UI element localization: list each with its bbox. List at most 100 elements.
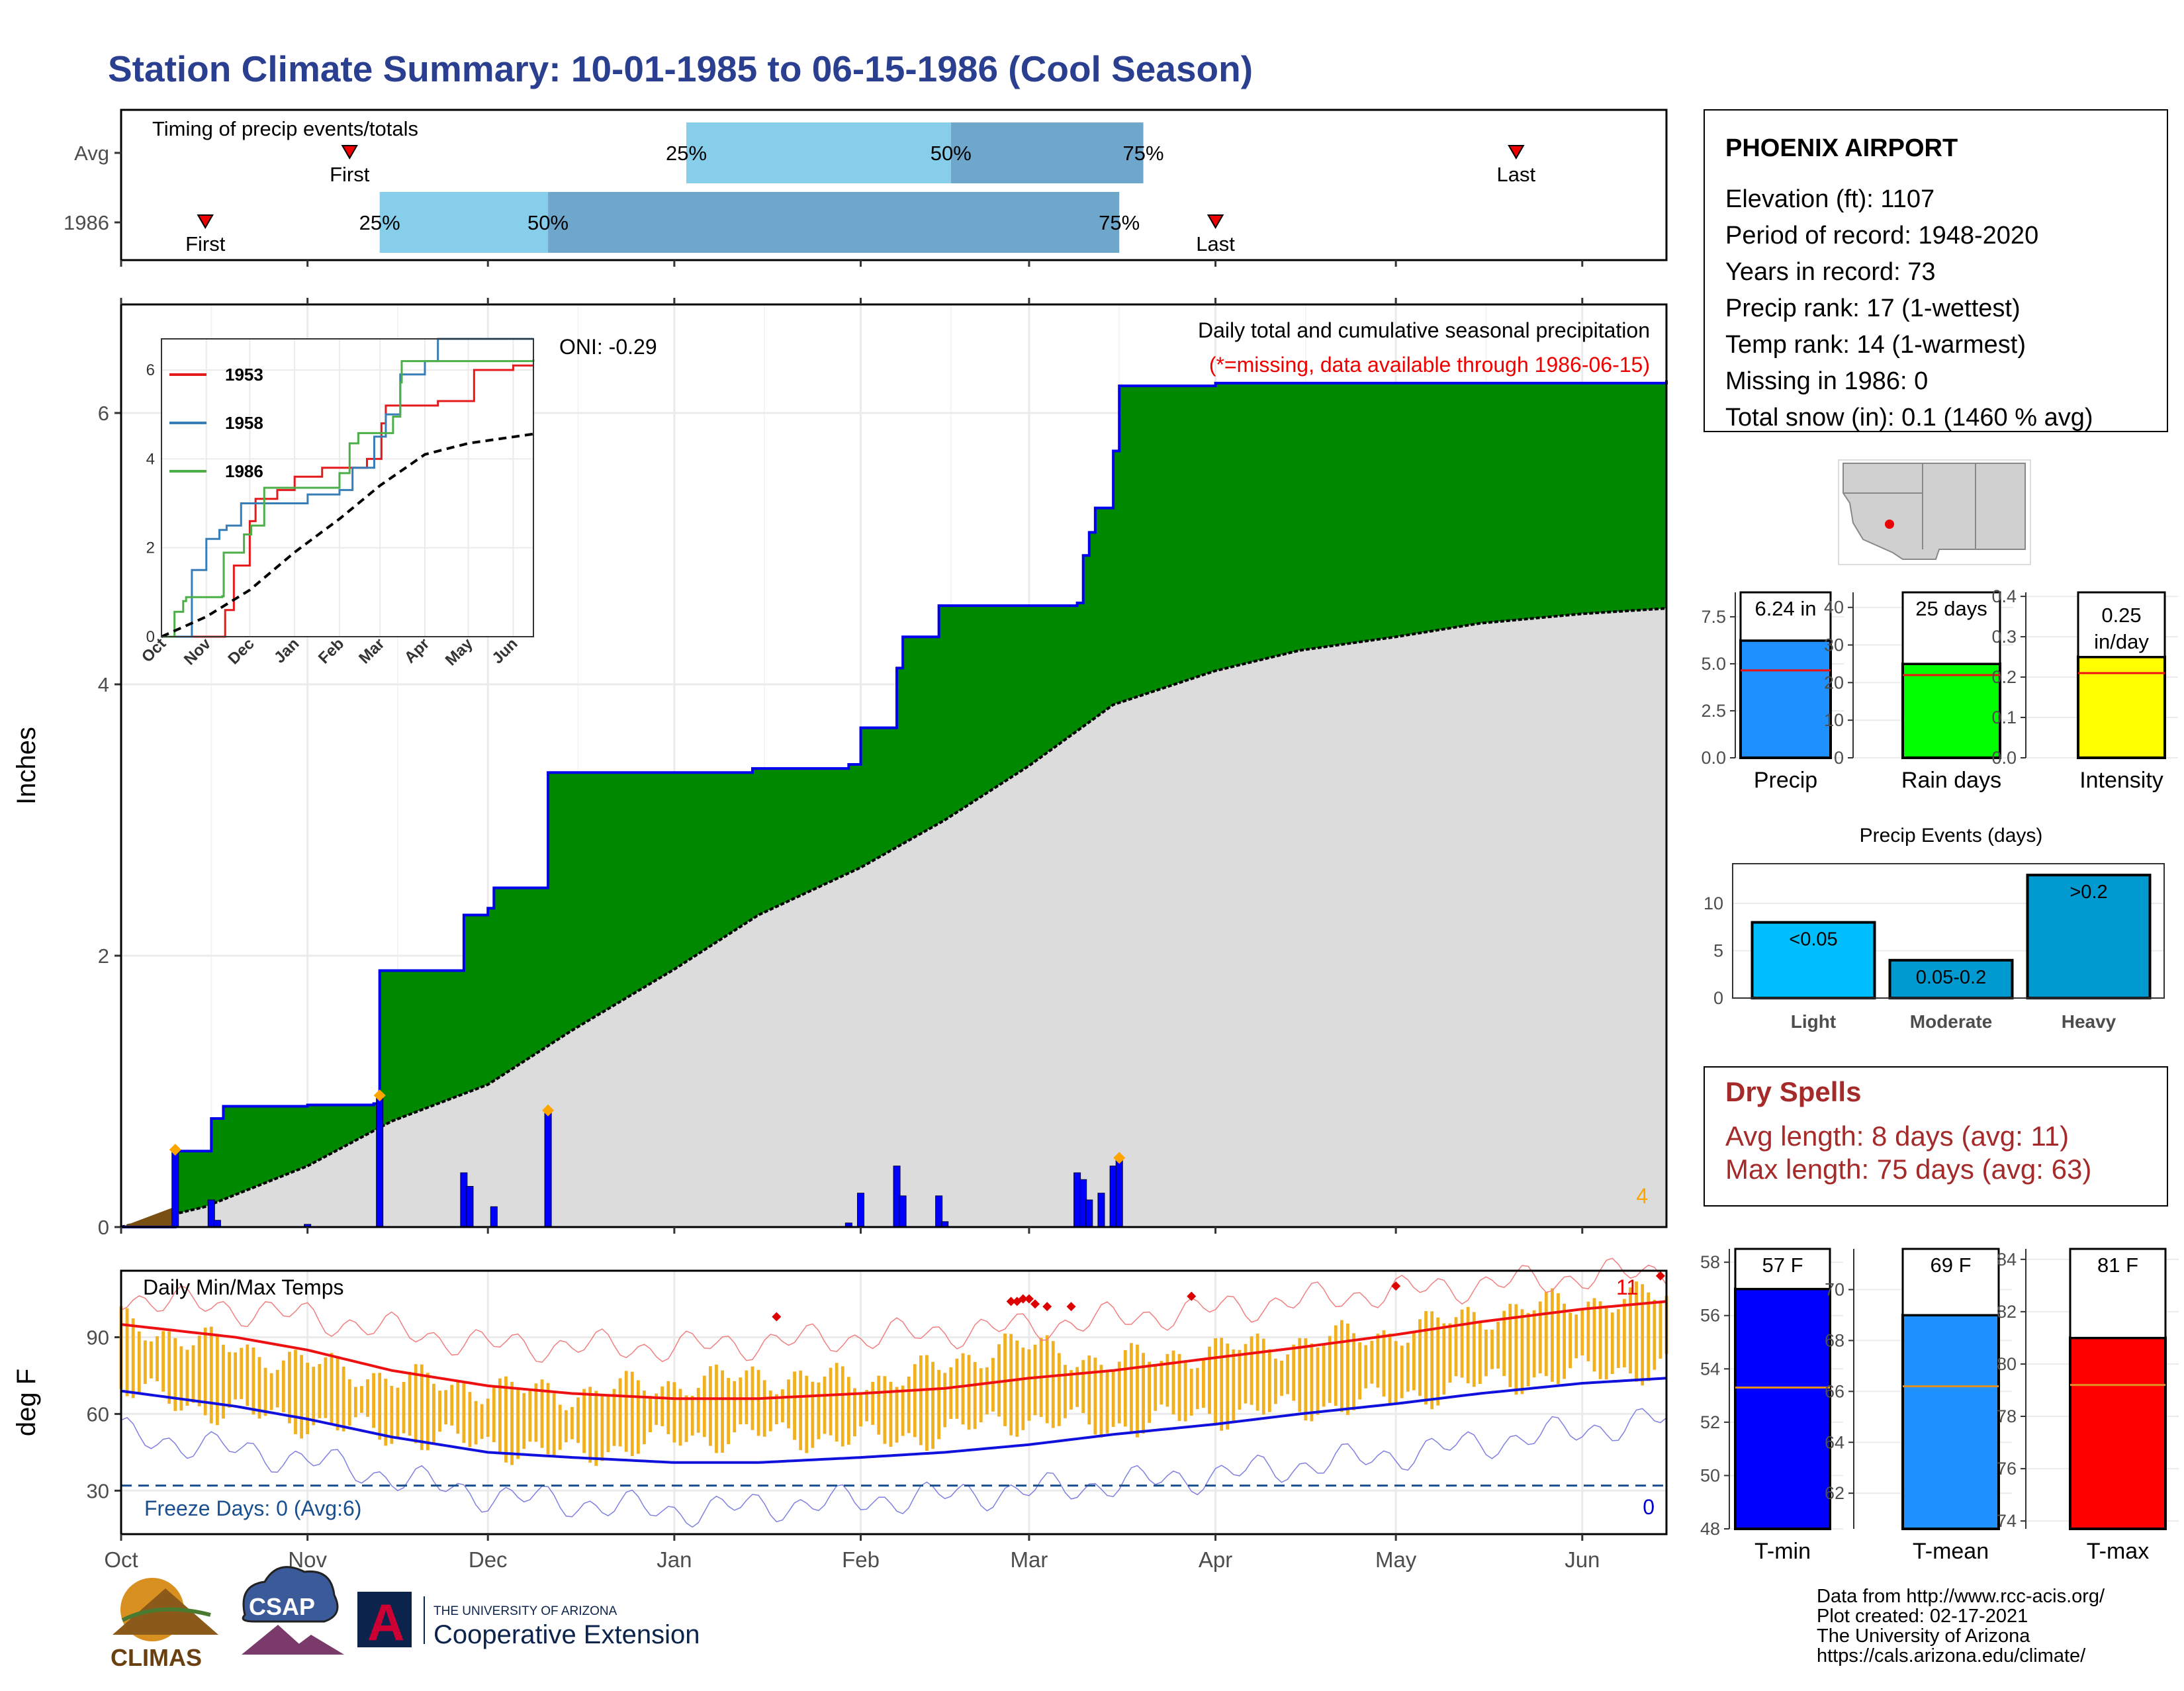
daily-temp-bar (1502, 1310, 1506, 1377)
daily-precip-bar (460, 1172, 468, 1228)
daily-temp-bar (330, 1353, 334, 1424)
precip-frame-border (120, 303, 1668, 1228)
daily-precip-bar (490, 1206, 498, 1228)
daily-temp-bar (263, 1367, 267, 1416)
timing-p25-label: 25% (666, 142, 707, 165)
daily-temp-bar (1508, 1304, 1512, 1387)
daily-temp-bar (1099, 1365, 1103, 1438)
station-line: Total snow (in): 0.1 (1460 % avg) (1725, 404, 2093, 432)
daily-temp-bar (1520, 1309, 1524, 1394)
daily-temp-bar (1388, 1333, 1392, 1404)
record-low-line (120, 1408, 1667, 1528)
daily-precip-bar (1079, 1179, 1087, 1228)
daily-temp-bar (1298, 1338, 1302, 1412)
legend-title: Daily total and cumulative seasonal prec… (1198, 318, 1650, 342)
daily-temp-bar (228, 1351, 231, 1408)
temp-max-tick-label: 84 (1997, 1250, 2017, 1269)
precip-tick-label: 0.0 (1701, 748, 1726, 768)
rain-days-label: Rain days (1901, 768, 2001, 793)
timing-panel: Timing of precip events/totals Avg 25% 50%… (64, 109, 1668, 261)
temp-min-label-box (1734, 1248, 1831, 1290)
daily-temp-bar (324, 1357, 328, 1418)
daily-temp-bar (366, 1379, 369, 1417)
intensity-tick-label: 0.0 (1991, 748, 2017, 768)
record-temp-marker (772, 1312, 782, 1322)
daily-temp-bar (1148, 1361, 1152, 1423)
daily-temp-bar (1436, 1317, 1440, 1406)
daily-temp-bar (360, 1386, 363, 1413)
daily-temp-bar (871, 1381, 875, 1425)
rain-days-label-box (1901, 591, 2001, 665)
daily-temp-bar (1267, 1349, 1271, 1412)
precip-events-chart: Precip Events (days) 0 5 10 <0.05 Light 0.05-… (1704, 825, 2165, 1032)
temp-mean-value-label: 69 F (1930, 1254, 1971, 1277)
daily-temp-bar (251, 1347, 255, 1415)
daily-temp-bar (1623, 1299, 1626, 1368)
station-line: Years in record: 73 (1725, 258, 1936, 286)
precip-tick-label: 2.5 (1701, 701, 1726, 721)
daily-temp-bar (937, 1369, 941, 1440)
daily-temp-bar (895, 1387, 899, 1443)
month-label: Jun (1565, 1547, 1600, 1572)
daily-temp-bar (341, 1366, 345, 1432)
intensity-tick-label: 0.3 (1991, 627, 2017, 647)
daily-temp-bar (1165, 1353, 1169, 1407)
station-line: Precip rank: 17 (1-wettest) (1725, 295, 2021, 322)
daily-temp-bar (985, 1367, 989, 1415)
inset-y-tick-label: 0 (146, 628, 155, 646)
daily-temp-bar (883, 1376, 887, 1444)
month-label: Apr (1199, 1547, 1232, 1572)
temp-min-tick-label: 50 (1700, 1465, 1720, 1485)
precip-y-label: Inches (12, 727, 41, 805)
daily-temp-bar (660, 1386, 664, 1426)
locator-map (1838, 459, 2031, 565)
events-tick-label: 5 (1713, 941, 1723, 961)
temp-y-tick-label: 90 (87, 1326, 109, 1349)
daily-temp-bar (805, 1375, 809, 1453)
timing-first-label: First (330, 163, 370, 186)
timing-last-label: Last (1196, 232, 1235, 255)
daily-temp-bar (197, 1336, 201, 1406)
temp-min-tick-label: 48 (1700, 1519, 1720, 1539)
timing-first-marker (341, 145, 358, 160)
daily-temp-bar (378, 1373, 382, 1440)
daily-temp-bar (666, 1381, 670, 1434)
temp-max-bar (2069, 1336, 2167, 1531)
intensity-tick-label: 0.1 (1991, 708, 2017, 727)
daily-temp-bar (967, 1355, 971, 1430)
temp-mean-label: T-mean (1913, 1539, 1989, 1564)
daily-temp-bar (925, 1355, 929, 1451)
daily-temp-bar (564, 1410, 568, 1443)
station-info-frame (1704, 109, 2168, 432)
daily-temp-bar (913, 1364, 917, 1438)
daily-temp-bar (1129, 1343, 1133, 1434)
daily-temp-bar (1563, 1303, 1566, 1379)
footer-source: Data from http://www.rcc-acis.org/ (1817, 1586, 2105, 1607)
daily-temp-bar (672, 1382, 676, 1443)
record-temp-marker (1006, 1297, 1016, 1306)
temp-mean-tick-label: 66 (1825, 1381, 1844, 1401)
inset-series-1958 (161, 338, 533, 638)
inset-series-1953 (161, 364, 533, 638)
daily-temp-bar (137, 1331, 141, 1393)
daily-temp-bar (558, 1404, 562, 1450)
logo-university-of-arizona: A THE UNIVERSITY OF ARIZONA Cooperative … (357, 1592, 700, 1651)
daily-temp-bar (1069, 1370, 1073, 1410)
event-bar (1751, 921, 1876, 999)
temp-min-tick-label: 56 (1700, 1306, 1720, 1326)
daily-temp-bar (1202, 1359, 1205, 1408)
daily-temp-bar (372, 1373, 375, 1428)
rain-days-tick-label: 30 (1824, 635, 1844, 655)
daily-temp-bar (1261, 1338, 1265, 1415)
daily-temp-bar (1412, 1332, 1416, 1391)
daily-temp-bar (1610, 1312, 1614, 1374)
events-frame (1732, 863, 2165, 999)
precip-label-box (1739, 591, 1832, 642)
daily-temp-bar (234, 1352, 238, 1400)
daily-temp-bar (1538, 1301, 1542, 1374)
missing-count: 4 (1636, 1184, 1648, 1208)
daily-temp-bar (901, 1385, 905, 1436)
daily-temp-bar (450, 1385, 454, 1426)
